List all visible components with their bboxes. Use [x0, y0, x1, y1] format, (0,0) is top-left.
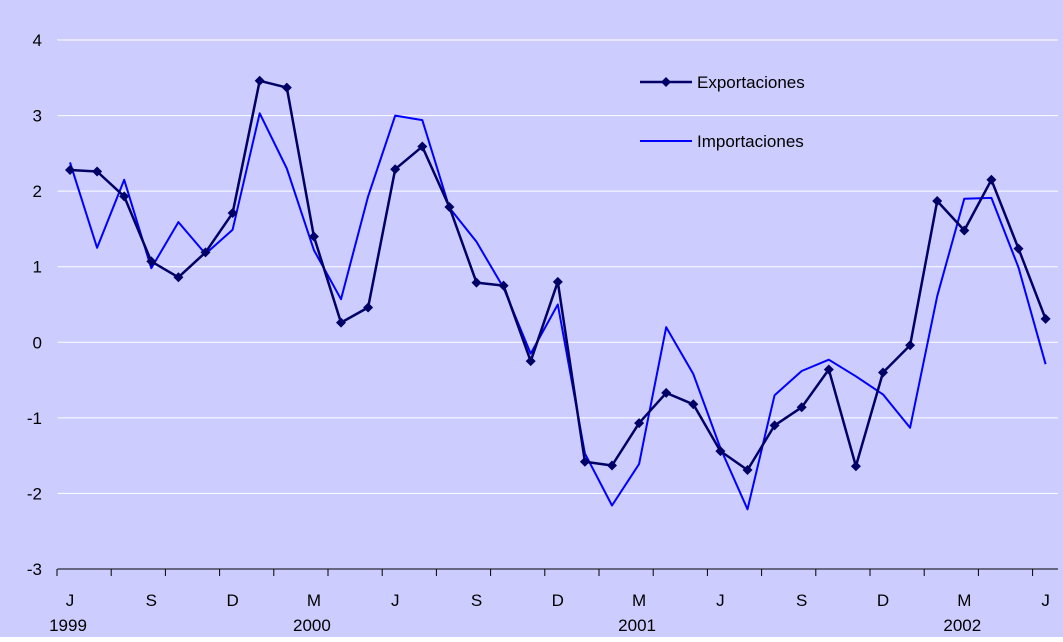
x-tick-label: M	[632, 591, 646, 610]
data-point-exportaciones	[932, 195, 943, 206]
data-point-exportaciones	[661, 387, 672, 398]
data-point-exportaciones	[281, 82, 292, 93]
x-tick-label: J	[716, 591, 725, 610]
y-tick-label: 1	[33, 258, 42, 277]
data-point-exportaciones	[227, 208, 238, 219]
data-point-exportaciones	[363, 302, 374, 313]
x-tick-label: D	[877, 591, 889, 610]
data-point-exportaciones	[905, 340, 916, 351]
data-point-exportaciones	[146, 256, 157, 267]
x-tick-label: J	[1041, 591, 1050, 610]
data-point-exportaciones	[65, 164, 75, 175]
data-point-exportaciones	[634, 418, 645, 429]
data-point-exportaciones	[1040, 313, 1051, 324]
x-tick-label: S	[146, 591, 157, 610]
data-point-exportaciones	[1013, 243, 1024, 254]
data-point-exportaciones	[525, 356, 536, 367]
x-tick-label: D	[226, 591, 238, 610]
data-point-exportaciones	[308, 231, 319, 242]
y-tick-label: 4	[33, 31, 42, 50]
data-point-exportaciones	[959, 225, 970, 236]
x-year-label: 2000	[293, 616, 331, 635]
y-tick-label: -3	[27, 560, 42, 579]
legend-label-importaciones: Importaciones	[697, 132, 804, 151]
data-point-exportaciones	[688, 399, 699, 410]
x-year-label: 2001	[618, 616, 656, 635]
data-point-exportaciones	[471, 277, 482, 288]
y-tick-label: -2	[27, 484, 42, 503]
x-tick-label: D	[552, 591, 564, 610]
legend: Exportaciones Importaciones	[640, 73, 805, 151]
data-point-exportaciones	[742, 465, 753, 476]
data-point-exportaciones	[200, 247, 211, 258]
data-point-exportaciones	[498, 280, 509, 291]
y-tick-label: 0	[33, 333, 42, 352]
x-year-label: 2002	[943, 616, 981, 635]
data-point-exportaciones	[769, 420, 780, 431]
data-point-exportaciones	[878, 367, 888, 378]
legend-label-exportaciones: Exportaciones	[697, 73, 805, 92]
data-point-exportaciones	[254, 75, 265, 86]
data-point-exportaciones	[986, 174, 997, 185]
data-point-exportaciones	[173, 272, 184, 283]
data-point-exportaciones	[444, 202, 455, 213]
x-tick-label: J	[391, 591, 400, 610]
y-tick-label: 2	[33, 182, 42, 201]
y-tick-label: -1	[27, 409, 42, 428]
data-point-exportaciones	[823, 364, 834, 375]
data-point-exportaciones	[850, 461, 861, 472]
data-point-exportaciones	[796, 402, 807, 413]
legend-marker-exportaciones	[661, 77, 671, 87]
x-tick-label: J	[66, 591, 75, 610]
x-year-label: 1999	[49, 616, 87, 635]
data-point-exportaciones	[390, 164, 401, 175]
data-point-exportaciones	[417, 141, 428, 152]
x-tick-label: M	[957, 591, 971, 610]
data-point-exportaciones	[715, 446, 726, 457]
data-point-exportaciones	[336, 317, 346, 328]
data-point-exportaciones	[552, 276, 563, 287]
x-tick-label: S	[796, 591, 807, 610]
data-point-exportaciones	[579, 456, 590, 467]
x-tick-label: M	[307, 591, 321, 610]
x-tick-label: S	[471, 591, 482, 610]
data-point-exportaciones	[92, 166, 103, 177]
data-point-exportaciones	[607, 460, 617, 471]
data-point-exportaciones	[119, 191, 130, 202]
series-line-importaciones	[69, 112, 1047, 511]
y-tick-label: 3	[33, 107, 42, 126]
